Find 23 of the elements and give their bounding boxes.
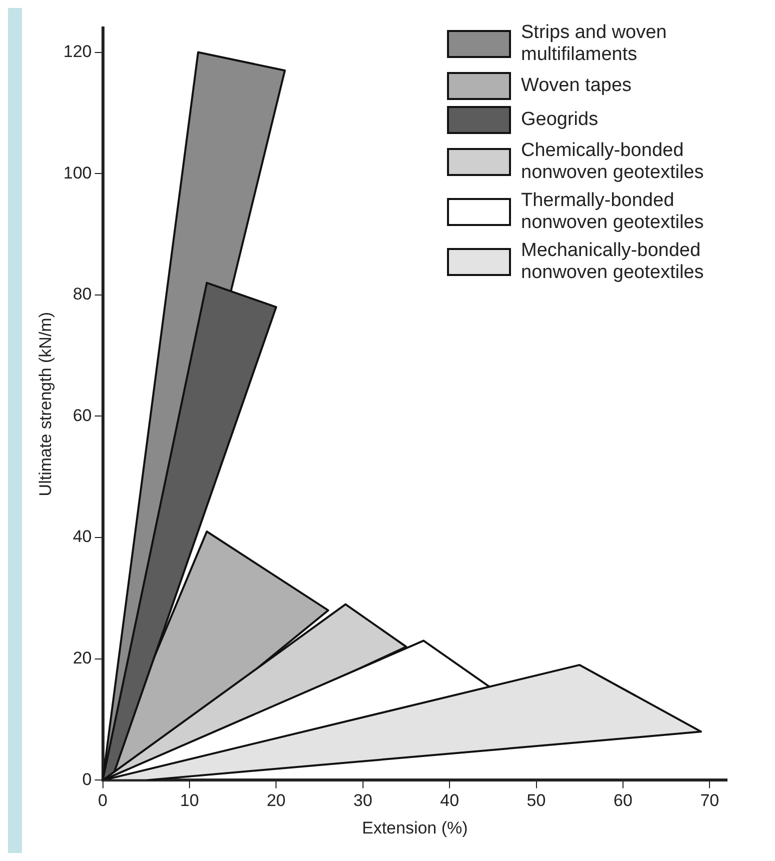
legend-label: Woven tapes — [521, 75, 632, 97]
y-tick-label: 20 — [72, 648, 92, 668]
x-tick-label: 20 — [266, 791, 286, 810]
y-tick-label: 40 — [72, 527, 92, 546]
y-axis-title: Ultimate strength (kN/m) — [36, 312, 55, 496]
x-tick-label: 40 — [440, 791, 460, 810]
x-tick-label: 70 — [700, 791, 720, 810]
y-tick-label: 120 — [63, 42, 92, 61]
legend-label: Strips and woven multifilaments — [521, 22, 668, 66]
legend-label: Thermally-bonded nonwoven geotextiles — [521, 190, 705, 234]
x-tick-label: 30 — [353, 791, 372, 810]
x-tick-label: 10 — [180, 791, 199, 810]
y-tick-label: 80 — [72, 284, 92, 304]
x-axis-title: Extension (%) — [362, 818, 468, 838]
x-tick-label: 0 — [98, 791, 108, 810]
y-tick-label: 60 — [72, 406, 92, 425]
legend-label: Chemically-bonded nonwoven geotextiles — [521, 140, 705, 184]
x-tick-label: 50 — [526, 791, 546, 810]
legend-label: Mechanically-bonded nonwoven geotextiles — [521, 240, 705, 284]
legend-label: Geogrids — [521, 109, 598, 131]
x-tick-label: 60 — [614, 791, 632, 810]
y-tick-label: 100 — [63, 163, 92, 182]
y-tick-label: 0 — [82, 770, 92, 789]
